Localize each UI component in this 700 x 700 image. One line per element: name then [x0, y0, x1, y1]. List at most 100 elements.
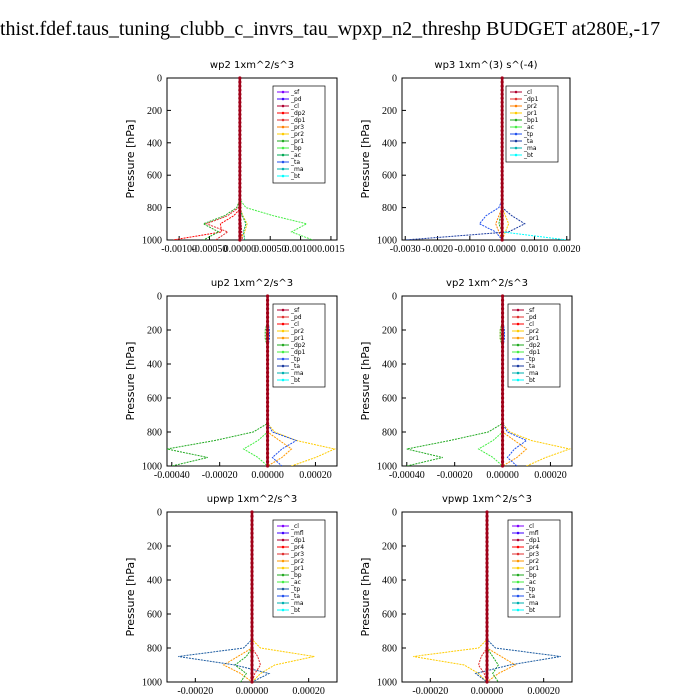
y-tick-label: 600 — [147, 394, 162, 405]
series-marker — [238, 104, 242, 108]
series-marker — [238, 96, 242, 100]
series-marker — [500, 430, 505, 434]
series-marker — [500, 173, 504, 177]
legend-marker — [516, 371, 520, 375]
y-tick-label: 800 — [382, 203, 397, 214]
series-marker — [265, 451, 270, 455]
legend-marker — [516, 322, 520, 326]
series-marker — [238, 161, 242, 165]
series-marker — [238, 201, 242, 206]
series-marker — [238, 76, 242, 80]
series-marker — [500, 92, 504, 96]
series-marker — [485, 663, 489, 667]
series-marker — [265, 438, 270, 443]
series-marker — [500, 129, 504, 133]
series-marker — [500, 455, 505, 460]
legend-entry: _pr4 — [525, 544, 539, 551]
series-marker — [485, 561, 489, 565]
plot-frame — [401, 295, 573, 467]
series-marker — [265, 307, 270, 311]
legend-entry: _bp — [290, 145, 302, 152]
series-marker — [500, 362, 505, 366]
chart-panel-5: upwp 1xm^2/s^3 Pressure [hPa] 0 200 400 600 80… — [124, 494, 338, 697]
legend-entry: _ac — [290, 152, 301, 159]
y-tick-label: 200 — [382, 106, 397, 117]
series-line-bp — [486, 512, 499, 682]
series-marker — [500, 169, 504, 173]
series-marker — [250, 680, 254, 684]
x-tick-label: 0.00000 — [471, 686, 504, 697]
series-marker — [500, 328, 505, 332]
y-tick-label: 0 — [157, 74, 162, 85]
series-marker — [485, 659, 489, 663]
series-marker — [250, 565, 254, 569]
y-tick-label: 200 — [382, 542, 397, 553]
legend-marker — [281, 552, 285, 556]
legend-entry: _pr2 — [290, 328, 304, 335]
legend-entry: _ac — [523, 124, 534, 131]
legend-marker — [516, 573, 520, 577]
series-marker — [238, 165, 242, 169]
legend-entry: _ma — [525, 370, 539, 377]
legend-entry: _ta — [523, 138, 533, 145]
legend-marker — [514, 125, 518, 129]
series-marker — [250, 595, 254, 599]
series-marker — [265, 421, 270, 426]
legend-entry: _dp1 — [290, 537, 306, 544]
legend-entry: _ma — [525, 600, 539, 607]
legend-marker — [281, 160, 285, 164]
series-marker — [265, 336, 270, 341]
series-marker — [485, 616, 489, 620]
series-marker — [265, 349, 270, 353]
legend-entry: _ta — [525, 593, 535, 600]
legend-marker — [281, 601, 285, 605]
x-tick-label: 0.00020 — [299, 470, 332, 481]
y-axis-label: Pressure [hPa] — [359, 342, 372, 421]
series-marker — [500, 375, 505, 379]
legend-marker — [281, 111, 285, 115]
series-marker — [500, 210, 504, 214]
series-marker — [265, 328, 270, 332]
series-marker — [500, 185, 504, 189]
y-tick-label: 1000 — [377, 236, 397, 247]
series-marker — [500, 392, 505, 396]
series-marker — [250, 616, 254, 620]
chart-panel-1: wp2 1xm^2/s^3 Pressure [hPa] 0 200 400 600 800… — [124, 60, 345, 255]
legend-entry: _pr1 — [290, 138, 304, 145]
y-axis-label: Pressure [hPa] — [124, 342, 137, 421]
series-line-pr2 — [222, 512, 253, 682]
series-marker — [238, 230, 242, 234]
legend-entry: _tp — [290, 356, 300, 363]
page-title: thist.fdef.taus_tuning_clubb_c_invrs_tau… — [0, 18, 661, 40]
series-marker — [265, 430, 270, 434]
legend-marker — [516, 559, 520, 563]
chart-panel-2: wp3 1xm^(3) s^(-4) Pressure [hPa] 0 200 400 6… — [359, 60, 581, 255]
legend: _sf_pd_cl_dp2_dp1_pr3_pr2_pr1_bp_ac_ta_m… — [272, 85, 326, 184]
series-marker — [500, 379, 505, 383]
legend-marker — [516, 601, 520, 605]
chart-title: vp2 1xm^2/s^3 — [446, 278, 528, 289]
chart-title: wp3 1xm^(3) s^(-4) — [434, 60, 537, 71]
series-marker — [500, 319, 505, 324]
y-tick-label: 400 — [147, 360, 162, 371]
legend-marker — [516, 545, 520, 549]
legend-entry: _ma — [290, 370, 304, 377]
series-marker — [265, 311, 270, 315]
series-marker — [500, 193, 504, 198]
series-marker — [250, 557, 254, 561]
legend-entry: _dp1 — [525, 349, 541, 356]
series-marker — [238, 173, 242, 177]
legend-marker — [281, 97, 285, 101]
y-tick-label: 400 — [147, 138, 162, 149]
legend-entry: _bt — [523, 152, 534, 159]
legend-marker — [281, 125, 285, 129]
series-marker — [485, 552, 489, 557]
legend-marker — [516, 538, 520, 542]
series-marker — [485, 650, 489, 654]
series-marker — [250, 561, 254, 565]
legend-marker — [514, 104, 518, 108]
series-marker — [500, 353, 505, 358]
series-marker — [238, 153, 242, 157]
legend-entry: _sf — [290, 307, 300, 314]
x-tick-label: -0.0020 — [422, 244, 453, 255]
